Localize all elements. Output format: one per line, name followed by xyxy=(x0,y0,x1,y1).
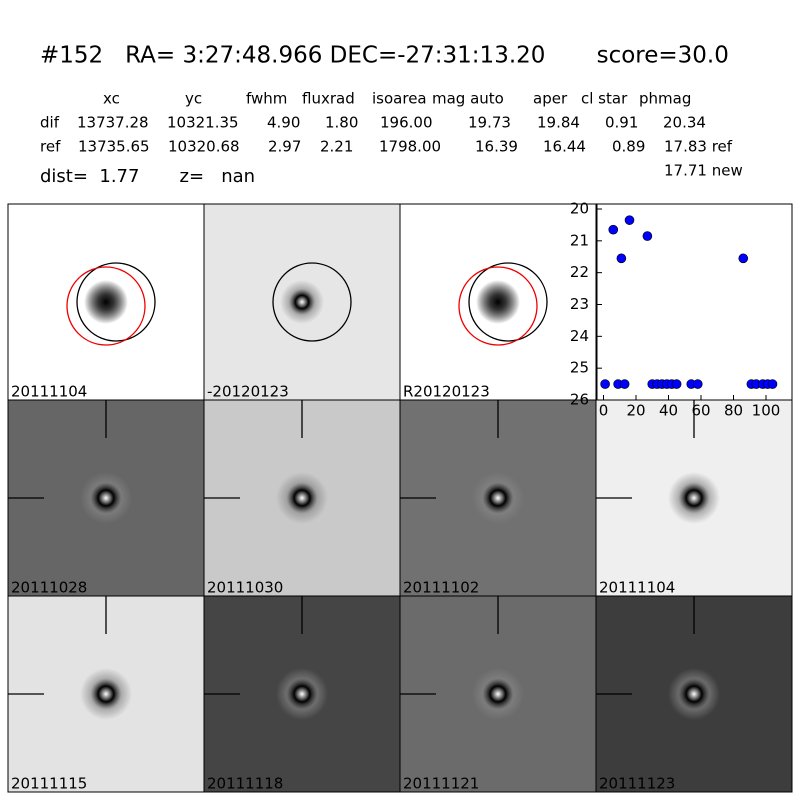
panel-label: 20111115 xyxy=(11,775,87,793)
point xyxy=(642,231,653,241)
point xyxy=(600,379,610,389)
y-tick-label: 22 xyxy=(570,263,589,281)
aperture xyxy=(76,262,156,342)
x-tick-label: 40 xyxy=(659,402,678,420)
column-header: mag auto xyxy=(432,90,504,108)
source xyxy=(472,668,524,720)
table-cell: 17.83 ref xyxy=(664,138,733,156)
source xyxy=(472,472,524,524)
title: #152 RA= 3:27:48.966 DEC=-27:31:13.20 sc… xyxy=(40,43,729,69)
source xyxy=(84,280,128,324)
panel-label: 20111118 xyxy=(207,775,283,793)
column-header: fluxrad xyxy=(302,90,355,108)
table-cell: 2.97 xyxy=(268,138,301,156)
row-label: dif xyxy=(40,114,60,132)
ref-aperture xyxy=(66,266,146,346)
panel-label: 20111121 xyxy=(403,775,479,793)
column-header: phmag xyxy=(639,90,691,108)
point xyxy=(692,379,703,389)
column-header: aper xyxy=(533,90,568,108)
column-header: fwhm xyxy=(246,90,287,108)
column-header: isoarea xyxy=(372,90,427,108)
source xyxy=(80,472,132,524)
source xyxy=(668,668,720,720)
table-cell: 1798.00 xyxy=(379,138,441,156)
y-tick-label: 24 xyxy=(570,327,589,345)
panel-label: R20120123 xyxy=(403,383,490,401)
table-cell: 196.00 xyxy=(380,114,433,132)
table-cell: 2.21 xyxy=(320,138,353,156)
column-header: yc xyxy=(185,90,202,108)
table-cell: 13735.65 xyxy=(78,138,150,156)
y-tick-label: 26 xyxy=(570,391,589,409)
x-tick-label: 80 xyxy=(724,402,743,420)
table-cell: 0.91 xyxy=(605,114,638,132)
point xyxy=(624,215,635,225)
point xyxy=(738,253,749,264)
table-cell: 4.90 xyxy=(267,114,300,132)
row-label: ref xyxy=(40,138,61,156)
point xyxy=(671,379,682,389)
table-cell: 0.89 xyxy=(612,138,645,156)
x-tick-label: 20 xyxy=(626,402,645,420)
x-tick-label: 60 xyxy=(691,402,710,420)
table-cell: 10320.68 xyxy=(168,138,240,156)
table-cell: 13737.28 xyxy=(77,114,149,132)
table-cell: 1.80 xyxy=(325,114,358,132)
x-tick-label: 100 xyxy=(752,402,781,420)
source xyxy=(668,472,720,524)
source xyxy=(280,280,324,324)
x-tick-label: 0 xyxy=(599,402,609,420)
point xyxy=(616,253,627,264)
panel-label: 20111028 xyxy=(11,579,87,597)
column-header: xc xyxy=(103,90,120,108)
point xyxy=(767,379,778,389)
panel-label: 20111102 xyxy=(403,579,479,597)
point xyxy=(608,224,619,235)
source xyxy=(476,280,520,324)
table-cell: 19.73 xyxy=(468,114,511,132)
panel-label: 20111030 xyxy=(207,579,283,597)
plot-area xyxy=(596,203,793,401)
column-header: cl star xyxy=(581,90,628,108)
panels: 20111104 -20120123 R20120123 20111028 201110… xyxy=(7,203,793,793)
dist-line: dist= 1.77 z= nan xyxy=(40,166,255,187)
y-tick-label: 21 xyxy=(570,231,589,249)
panel-label: 20111123 xyxy=(599,775,675,793)
panel-label: 20111104 xyxy=(599,579,675,597)
aperture xyxy=(468,262,548,342)
table-cell: 10321.35 xyxy=(167,114,239,132)
y-tick-label: 25 xyxy=(570,359,589,377)
y-tick-label: 23 xyxy=(570,295,589,313)
ref-aperture xyxy=(458,266,538,346)
panel-label: -20120123 xyxy=(207,383,289,401)
table-cell: 16.39 xyxy=(475,138,518,156)
table-cell: 19.84 xyxy=(537,114,580,132)
panel-label: 20111104 xyxy=(11,383,87,401)
table-cell: 16.44 xyxy=(543,138,586,156)
y-tick-label: 20 xyxy=(570,200,589,218)
source xyxy=(80,668,132,720)
source xyxy=(276,472,328,524)
source xyxy=(276,668,328,720)
table-cell: 20.34 xyxy=(663,114,706,132)
aperture xyxy=(272,262,352,342)
point xyxy=(619,379,630,389)
new-mag: 17.71 new xyxy=(664,162,743,180)
